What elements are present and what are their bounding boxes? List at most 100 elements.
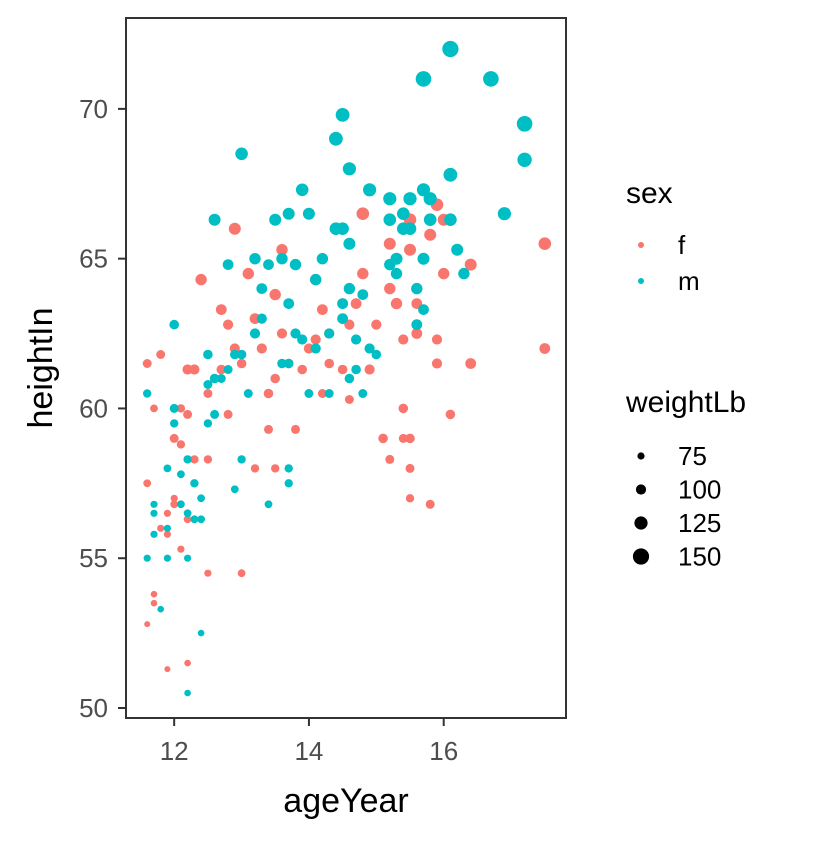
data-point [143,389,152,398]
data-point [415,71,432,87]
data-point [157,524,165,532]
data-point [237,569,246,578]
color-legend-entries: fm [638,230,700,296]
data-point [295,183,309,197]
data-point [270,373,281,384]
data-point [364,364,375,375]
data-point [183,509,192,518]
data-point [289,258,302,271]
data-point [177,470,185,479]
data-point [343,237,356,250]
data-point [425,499,435,509]
data-point [150,599,158,607]
size-key-125 [634,516,648,530]
data-point [390,297,403,310]
data-point [317,389,327,398]
data-point [465,358,477,369]
data-point [357,267,369,280]
data-point [143,479,152,488]
data-point [184,689,191,697]
data-point [324,389,334,398]
y-axis: 50 55 60 65 70 [79,94,126,723]
legend-label-f: f [678,230,686,260]
data-point [215,304,227,315]
data-point [236,349,247,360]
legend-key-f [638,242,644,248]
data-point [222,259,234,270]
data-point [183,455,192,464]
data-point [269,288,281,301]
data-point [423,192,437,206]
data-point [431,358,443,369]
data-point [184,659,191,667]
data-point [223,319,234,330]
data-point [351,334,362,345]
data-point [337,298,348,309]
data-point [277,358,287,369]
x-axis-title: ageYear [283,782,408,820]
data-point [150,404,158,413]
data-point [411,282,423,295]
x-tick-label: 14 [294,736,323,766]
data-point [208,213,221,226]
data-point [317,304,328,315]
legend-label-m: m [678,266,700,296]
data-point [418,304,429,315]
data-point [538,237,552,250]
y-tick-label: 65 [79,244,108,274]
data-point [284,479,293,488]
data-point [203,455,213,464]
data-point [242,267,254,280]
data-point [383,213,397,226]
data-point [195,273,207,286]
data-point [405,494,415,503]
data-point [424,228,437,241]
data-point [357,289,369,300]
data-point [223,409,233,419]
data-point [216,374,226,383]
data-point [405,433,415,444]
size-key-75 [637,452,645,460]
data-point [156,350,166,359]
data-point [371,349,382,360]
data-point [411,319,423,330]
data-point [383,192,397,206]
x-tick-label: 16 [429,736,458,766]
data-point [284,464,293,473]
data-point [269,213,282,226]
data-point [209,373,220,384]
data-point [329,131,343,146]
data-point [177,545,185,553]
data-point [411,328,423,339]
data-point [164,666,171,673]
data-point [403,192,417,206]
data-point [344,395,354,404]
data-point [483,71,499,87]
data-point [163,509,171,517]
data-point [337,313,348,324]
data-point [282,207,295,220]
data-point [464,258,477,271]
data-point [150,509,158,517]
data-point [276,244,288,256]
data-point [276,328,288,339]
data-point [497,207,511,221]
data-point [263,259,274,270]
data-point [363,183,377,197]
data-point [183,409,193,419]
data-point [297,364,308,375]
data-point [190,515,199,524]
data-point [445,409,456,420]
data-point [249,253,261,265]
size-key-150 [632,548,650,565]
data-point [442,40,459,58]
data-point [350,298,362,309]
data-point [291,424,300,434]
data-point [250,464,260,473]
data-point [264,424,273,434]
data-point [163,524,171,532]
